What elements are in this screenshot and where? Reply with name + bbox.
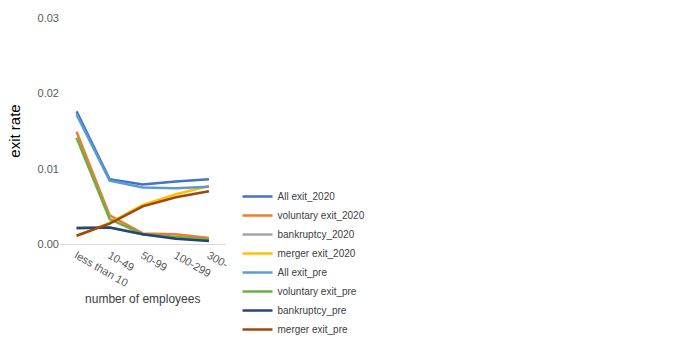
- svg-text:number of employees: number of employees: [85, 292, 200, 306]
- svg-text:0.01: 0.01: [38, 163, 59, 175]
- svg-text:10-49: 10-49: [106, 249, 136, 273]
- svg-text:100-299: 100-299: [172, 249, 213, 280]
- svg-text:0.03: 0.03: [38, 12, 59, 24]
- svg-text:50-99: 50-99: [139, 249, 169, 273]
- svg-text:bankruptcy_pre: bankruptcy_pre: [278, 305, 347, 316]
- svg-text:300-: 300-: [205, 249, 230, 271]
- svg-text:merger exit_pre: merger exit_pre: [278, 324, 348, 335]
- svg-text:voluntary exit_2020: voluntary exit_2020: [278, 210, 365, 221]
- svg-text:All exit_pre: All exit_pre: [278, 267, 328, 278]
- svg-text:merger exit_2020: merger exit_2020: [278, 248, 356, 259]
- svg-text:0.00: 0.00: [38, 238, 59, 250]
- svg-text:less than 10: less than 10: [73, 249, 130, 289]
- svg-text:All exit_2020: All exit_2020: [278, 191, 336, 202]
- svg-text:exit rate: exit rate: [6, 104, 23, 157]
- svg-text:voluntary exit_pre: voluntary exit_pre: [278, 286, 357, 297]
- svg-text:0.02: 0.02: [38, 87, 59, 99]
- svg-text:bankruptcy_2020: bankruptcy_2020: [278, 229, 355, 240]
